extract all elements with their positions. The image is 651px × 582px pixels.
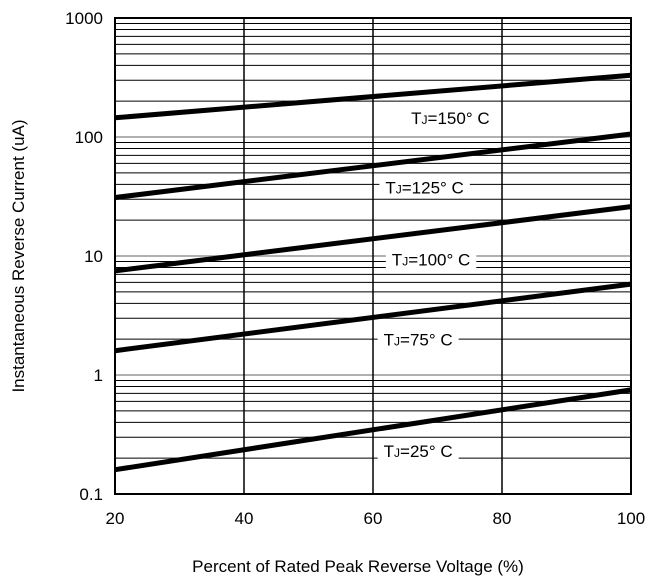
series-line: [114, 72, 632, 121]
y-tick-label: 0.1: [79, 485, 103, 504]
y-tick-label: 10: [84, 247, 103, 266]
y-tick-label: 100: [75, 128, 103, 147]
series-label-text: TJ=125° C: [385, 178, 463, 197]
series-label: TJ=125° C: [379, 177, 470, 199]
grid-lines: [114, 18, 632, 495]
series-label: TJ=100° C: [385, 249, 477, 271]
series-lines: [114, 72, 632, 473]
x-axis-title: Percent of Rated Peak Reverse Voltage (%…: [192, 557, 524, 576]
series-line: [114, 131, 632, 201]
series-line: [114, 204, 632, 274]
y-tick-label: 1000: [65, 9, 103, 28]
series-line: [114, 387, 632, 473]
series-line: [114, 281, 632, 354]
plot-frame: [114, 17, 632, 495]
series-label-background: [385, 249, 477, 271]
series-label: TJ=150° C: [405, 108, 496, 130]
series-label-text: TJ=75° C: [384, 331, 453, 350]
series-label-text: TJ=100° C: [392, 251, 470, 270]
series-label-text: TJ=150° C: [411, 109, 489, 128]
x-tick-label: 20: [106, 509, 125, 528]
series-label-text: TJ=25° C: [384, 442, 453, 461]
x-tick-label: 80: [493, 509, 512, 528]
axis-tick-labels: 20 40 60 80 100 0.1 1 10 100 1000: [65, 9, 645, 528]
y-axis-title: Instantaneous Reverse Current (uA): [9, 119, 28, 392]
x-tick-label: 60: [364, 509, 383, 528]
x-tick-label: 40: [235, 509, 254, 528]
series-label-background: [377, 329, 459, 351]
series-label: TJ=75° C: [377, 329, 459, 351]
series-labels: TJ=150° C TJ=125° C TJ=100° C TJ=75° C TJ=25…: [377, 108, 496, 462]
y-tick-label: 1: [94, 366, 103, 385]
series-label: TJ=25° C: [377, 440, 459, 462]
series-label-background: [377, 440, 459, 462]
series-label-background: [379, 177, 470, 199]
series-label-background: [405, 108, 496, 130]
x-tick-label: 100: [617, 509, 645, 528]
